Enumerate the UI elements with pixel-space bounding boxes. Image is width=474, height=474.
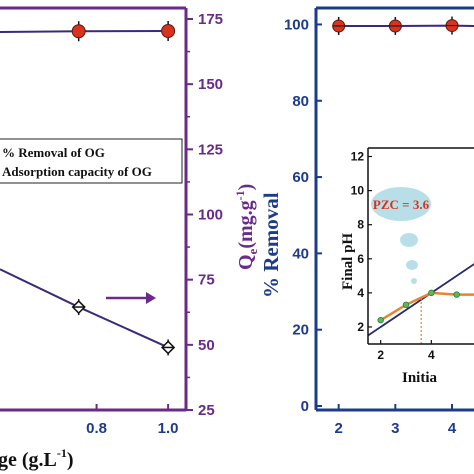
left-panel: 25 50 75 100 125 150 175 0.8 1.0 % Removal of O… — [0, 6, 260, 471]
inset-reference-line — [367, 263, 474, 337]
inset-x-ticks: 246 — [377, 340, 435, 362]
right-removal-line — [338, 24, 474, 28]
pzc-bubble-dot-large — [400, 233, 418, 247]
right-y-tick-label: 0 — [301, 398, 309, 415]
right-arrow-icon — [106, 292, 156, 304]
right-x-tick-label: 4 — [448, 420, 457, 437]
left-y-tick-label: 100 — [198, 207, 223, 224]
right-series — [332, 16, 474, 35]
legend-entry-removal: % Removal of OG — [2, 145, 105, 160]
left-y-tick-label: 125 — [198, 141, 223, 158]
left-y-ticks: 25 50 75 100 125 150 175 — [186, 11, 223, 419]
left-y-tick-label: 25 — [198, 402, 215, 419]
inset-y-ticks: 2 4 6 8 10 12 — [351, 150, 372, 334]
left-x-ticks: 0.8 1.0 — [86, 404, 179, 437]
right-y-ticks: 0 20 40 60 80 100 — [284, 16, 322, 415]
left-x-axis-title: ge (g.L-1) — [0, 446, 74, 471]
right-panel: 0 20 40 60 80 100 2 3 4 % Removal 2 4 6 8 10 12 2 4 6 … — [259, 6, 474, 437]
final-ph-point — [377, 316, 384, 324]
removal-point — [161, 23, 176, 38]
left-x-tick-label: 0.8 — [86, 420, 107, 437]
pzc-bubble-dot-small — [411, 278, 417, 284]
inset-background — [336, 134, 474, 360]
right-y-tick-label: 100 — [284, 16, 309, 33]
right-y-tick-label: 20 — [292, 322, 309, 339]
final-ph-point — [402, 301, 410, 308]
right-x-ticks: 2 3 4 — [334, 404, 457, 437]
right-x-tick-label: 2 — [334, 420, 342, 437]
left-y-tick-label: 50 — [198, 337, 215, 354]
final-ph-point — [428, 289, 435, 297]
legend-entry-capacity: Adsorption capacity of OG — [2, 164, 152, 179]
inset-y-tick-label: 8 — [357, 218, 364, 232]
right-y-axis-title: Qe(mg.g-1) — [233, 184, 260, 270]
final-ph-line — [380, 291, 474, 322]
inset-y-tick-label: 6 — [357, 252, 364, 266]
pzc-label: PZC = 3.6 — [373, 197, 430, 212]
inset-y-tick-label: 2 — [357, 320, 364, 334]
inset-y-tick-label: 4 — [357, 286, 364, 300]
removal-point — [71, 24, 86, 39]
pzc-bubble: PZC = 3.6 — [371, 187, 431, 284]
pzc-bubble-dot-medium — [406, 260, 418, 270]
inset-y-tick-label: 12 — [351, 150, 365, 164]
left-y-tick-label: 150 — [198, 76, 223, 93]
final-ph-point — [453, 291, 460, 298]
inset-series — [367, 263, 474, 344]
inset-y-tick-label: 10 — [351, 184, 365, 198]
right-y-tick-label: 40 — [292, 245, 309, 262]
pzc-bubble-main — [371, 187, 431, 221]
inset-x-tick-label: 2 — [377, 348, 384, 362]
right-y-tick-label: 60 — [292, 169, 309, 186]
right-x-tick-label: 3 — [391, 420, 399, 437]
legend-box — [0, 138, 183, 184]
pzc-inset: 2 4 6 8 10 12 2 4 6 PZC = 3.6 Final pH Initia — [336, 134, 474, 386]
left-x-tick-label: 1.0 — [158, 420, 179, 437]
inset-y-axis-title: Final pH — [340, 233, 356, 290]
removal-y-axis-title: % Removal — [259, 192, 283, 298]
left-y-tick-label: 175 — [198, 11, 223, 28]
left-y-tick-label: 75 — [198, 272, 215, 289]
inset-x-axis-title: Initia — [402, 370, 438, 386]
right-y-tick-label: 80 — [292, 93, 309, 110]
inset-x-tick-label: 4 — [428, 348, 435, 362]
left-series — [0, 20, 176, 356]
